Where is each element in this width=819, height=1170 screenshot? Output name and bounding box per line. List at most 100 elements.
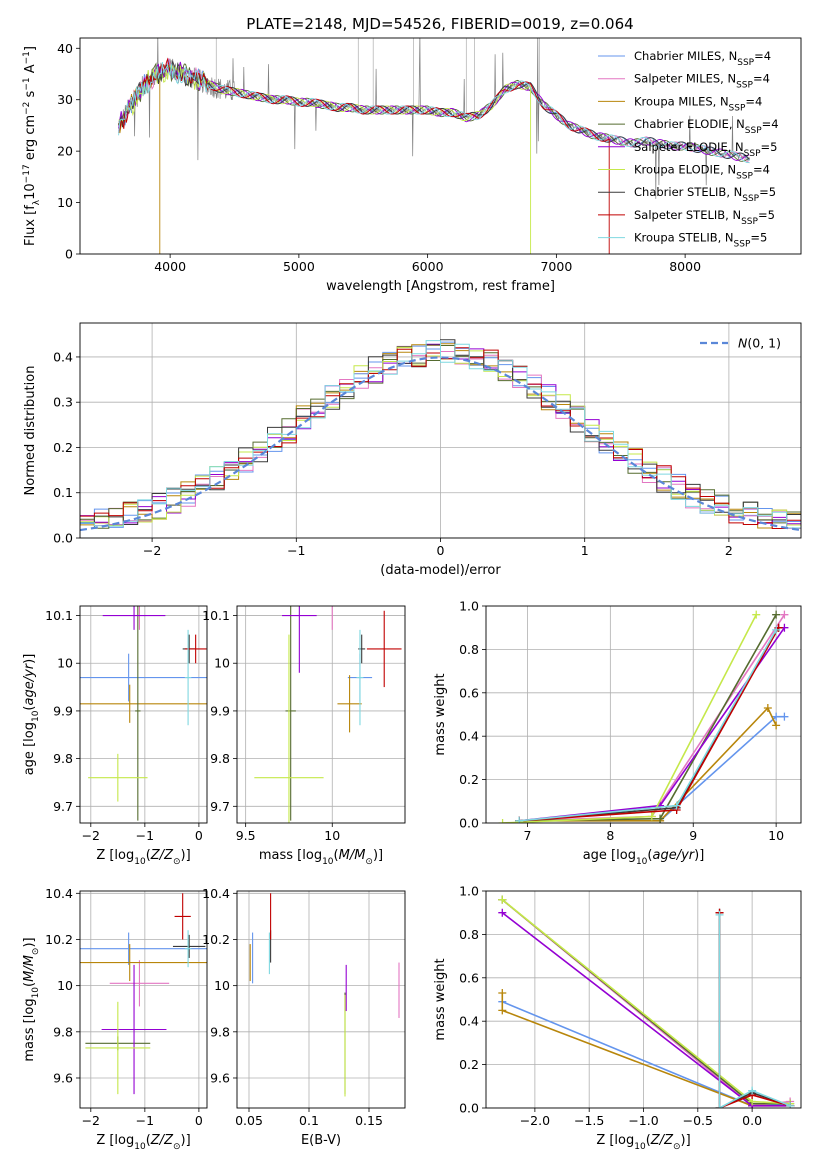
y-tick-label: 0.8 xyxy=(459,927,479,942)
model-spectrum xyxy=(118,64,532,254)
axes-frame xyxy=(485,890,802,1109)
y-axis-label: age [log10(age/yr)] xyxy=(22,654,41,776)
y-tick-label: 0.2 xyxy=(459,772,479,787)
axes-frame xyxy=(79,322,802,539)
panel-residual-histogram: −2 −1 0 1 2 0.0 0.1 0.2 0.3 0.4 (data-model)/error… xyxy=(23,322,802,578)
y-tick-label: 0.6 xyxy=(459,685,479,700)
y-tick-label: 10 xyxy=(57,978,73,993)
axes-frame xyxy=(236,890,406,1109)
y-tick-label: 0.3 xyxy=(53,395,73,410)
x-tick-label: 0.1 xyxy=(299,1113,319,1128)
panel-mass-weight-vs-z: −2.0 −1.5 −1.0 −0.5 0.0 0.0 0.2 0.4 0.6 0.8 1.0 Z [… xyxy=(433,884,802,1152)
y-tick-label: 10.2 xyxy=(202,932,230,947)
axes-frame xyxy=(79,605,208,824)
legend-label: Chabrier ELODIE, NSSP=4 xyxy=(634,117,779,136)
y-tick-label: 9.9 xyxy=(53,703,73,718)
mass-weight-line xyxy=(718,912,791,1108)
x-tick-label: 6000 xyxy=(412,259,444,274)
y-axis-label: mass weight xyxy=(433,958,448,1040)
mass-weight-marker xyxy=(772,625,781,634)
panel-age-vs-mass: 9.5 10 9.7 9.8 9.9 10 10.1 mass [log10(M/M⊙)] xyxy=(202,605,406,867)
x-axis-label: (data-model)/error xyxy=(380,563,501,578)
mass-weight-line xyxy=(501,899,791,1105)
y-tick-label: 10 xyxy=(57,656,73,671)
mass-weight-line xyxy=(501,899,791,1105)
mass-weight-line xyxy=(502,614,757,823)
mass-weight-line xyxy=(519,627,780,822)
model-spectrum xyxy=(118,59,750,160)
x-tick-label: 0.05 xyxy=(235,1113,263,1128)
x-tick-label: 4000 xyxy=(154,259,186,274)
x-tick-label: −1.0 xyxy=(628,1113,658,1128)
mass-weight-line xyxy=(519,614,786,822)
y-tick-label: 0.1 xyxy=(53,485,73,500)
mass-weight-marker xyxy=(498,819,507,823)
mass-weight-marker xyxy=(498,908,507,917)
y-tick-label: 9.7 xyxy=(210,799,230,814)
y-tick-label: 0.2 xyxy=(459,1057,479,1072)
plot-area xyxy=(486,606,801,823)
mass-weight-marker xyxy=(498,1006,507,1015)
y-tick-label: 0.4 xyxy=(459,729,479,744)
x-tick-label: −2.0 xyxy=(520,1113,550,1128)
mass-weight-marker xyxy=(515,816,524,823)
y-tick-label: 9.6 xyxy=(210,1070,230,1085)
plot-area xyxy=(486,891,801,1108)
y-tick-label: 9.8 xyxy=(210,751,230,766)
mass-weight-marker xyxy=(498,895,507,904)
y-tick-label: 10.2 xyxy=(45,932,73,947)
y-tick-label: 40 xyxy=(57,41,73,56)
mass-weight-marker xyxy=(752,610,761,619)
x-tick-label: 0 xyxy=(437,543,445,558)
y-tick-label: 9.7 xyxy=(53,799,73,814)
y-axis-label: mass weight xyxy=(433,673,448,755)
legend-label: Salpeter STELIB, NSSP=5 xyxy=(634,208,775,227)
plot-area xyxy=(80,606,207,823)
x-tick-label: −2 xyxy=(82,1113,100,1128)
x-axis-label: age [log10(age/yr)] xyxy=(583,848,705,867)
x-tick-label: −1 xyxy=(287,543,305,558)
mass-weight-line xyxy=(501,993,791,1107)
mass-weight-line xyxy=(519,627,786,822)
y-tick-label: 0.6 xyxy=(459,970,479,985)
x-tick-label: 0.0 xyxy=(742,1113,762,1128)
y-tick-label: 0 xyxy=(65,247,73,262)
x-tick-label: −1 xyxy=(136,1113,154,1128)
x-tick-label: 2 xyxy=(725,543,733,558)
x-axis-label: mass [log10(M/M⊙)] xyxy=(259,848,383,867)
y-tick-label: 9.8 xyxy=(53,751,73,766)
panel-spectrum: 4000 5000 6000 7000 8000 0 10 20 30 40 wavelength … xyxy=(22,37,802,294)
mass-weight-line xyxy=(519,706,777,822)
y-tick-label: 1.0 xyxy=(459,599,479,614)
x-tick-label: 0.15 xyxy=(355,1113,383,1128)
x-tick-label: −0.5 xyxy=(683,1113,713,1128)
legend-label: Kroupa MILES, NSSP=4 xyxy=(634,94,762,113)
panel-age-vs-z: −2 −1 0 9.7 9.8 9.9 10 10.1 Z [log10(Z/Z⊙)] age [… xyxy=(22,605,208,867)
mass-weight-marker xyxy=(772,610,781,619)
legend-label: Kroupa ELODIE, NSSP=4 xyxy=(634,163,770,182)
panel-mass-vs-z: −2 −1 0 9.6 9.8 10 10.2 10.4 Z [log10(Z/Z⊙)] mass… xyxy=(22,886,208,1152)
x-tick-label: 0 xyxy=(195,828,203,843)
y-tick-label: 0.2 xyxy=(53,440,73,455)
mass-weight-marker xyxy=(763,703,772,712)
axes-frame xyxy=(236,605,406,824)
y-tick-label: 0.4 xyxy=(53,349,73,364)
legend-label: Chabrier MILES, NSSP=4 xyxy=(634,49,771,68)
y-tick-label: 10.4 xyxy=(45,886,73,901)
x-axis-label: Z [log10(Z/Z⊙)] xyxy=(596,1133,690,1152)
residual-histogram-step xyxy=(80,340,801,529)
legend-label: Salpeter ELODIE, NSSP=5 xyxy=(634,140,777,159)
mass-weight-marker xyxy=(672,801,681,810)
y-tick-label: 0.0 xyxy=(459,1101,479,1116)
mass-weight-marker xyxy=(656,814,665,823)
figure-title: PLATE=2148, MJD=54526, FIBERID=0019, z=0… xyxy=(246,15,633,33)
x-tick-label: −2 xyxy=(82,828,100,843)
y-tick-label: 0.4 xyxy=(459,1014,479,1029)
x-axis-label: wavelength [Angstrom, rest frame] xyxy=(326,279,555,294)
normal-reference-curve xyxy=(80,356,801,532)
y-tick-label: 9.6 xyxy=(53,1070,73,1085)
plot-area xyxy=(237,606,405,823)
x-tick-label: 7 xyxy=(523,828,531,843)
y-axis-label: Normed distribution xyxy=(23,366,38,496)
mass-weight-marker xyxy=(786,1101,795,1108)
